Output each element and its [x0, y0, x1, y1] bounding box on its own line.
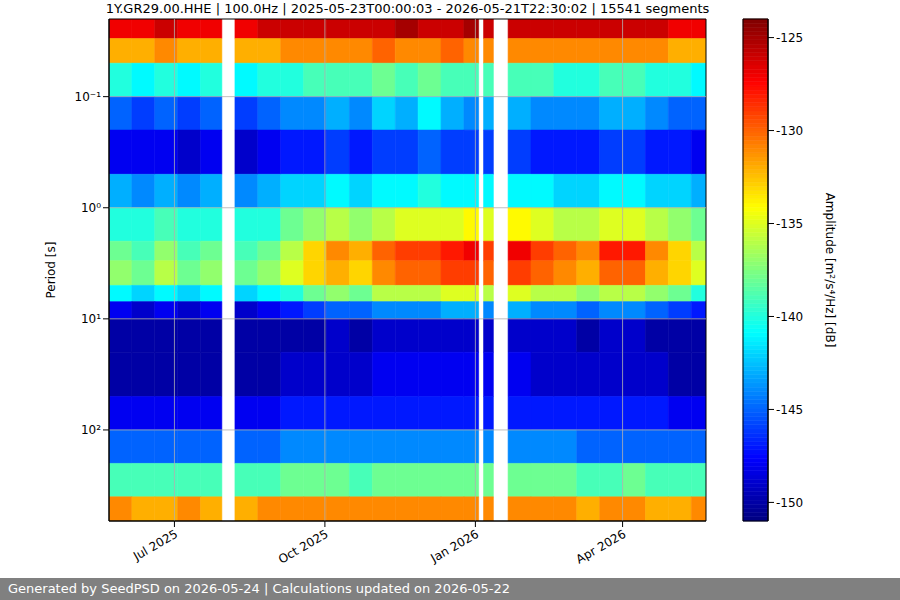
svg-text:-135: -135	[776, 217, 803, 231]
html-text:1Y.GR29.00.HHE | 100.0Hz | 202: 1Y.GR29.00.HHE | 100.0Hz | 2025-05-23T00…	[105, 1, 710, 16]
svg-text:10¹: 10¹	[81, 312, 101, 326]
svg-text:10⁰: 10⁰	[81, 201, 101, 215]
svg-text:Oct 2025: Oct 2025	[276, 527, 331, 567]
svg-text:-150: -150	[776, 496, 803, 510]
svg-text:10²: 10²	[81, 423, 101, 437]
svg-text:-130: -130	[776, 124, 803, 138]
svg-text:10⁻¹: 10⁻¹	[75, 90, 102, 104]
html-text:Amplitude [m²/s⁴/Hz] [dB]: Amplitude [m²/s⁴/Hz] [dB]	[823, 192, 837, 348]
html-text:Generated by SeedPSD on 2026-0: Generated by SeedPSD on 2026-05-24 | Cal…	[8, 581, 510, 596]
svg-text:Period [s]: Period [s]	[44, 242, 58, 299]
svg-text:-125: -125	[776, 31, 803, 45]
svg-text:-140: -140	[776, 310, 803, 324]
svg-text:Apr 2026: Apr 2026	[574, 527, 629, 567]
svg-text:Jul 2025: Jul 2025	[130, 527, 180, 564]
svg-text:-145: -145	[776, 403, 803, 417]
svg-text:Jan 2026: Jan 2026	[427, 527, 481, 566]
